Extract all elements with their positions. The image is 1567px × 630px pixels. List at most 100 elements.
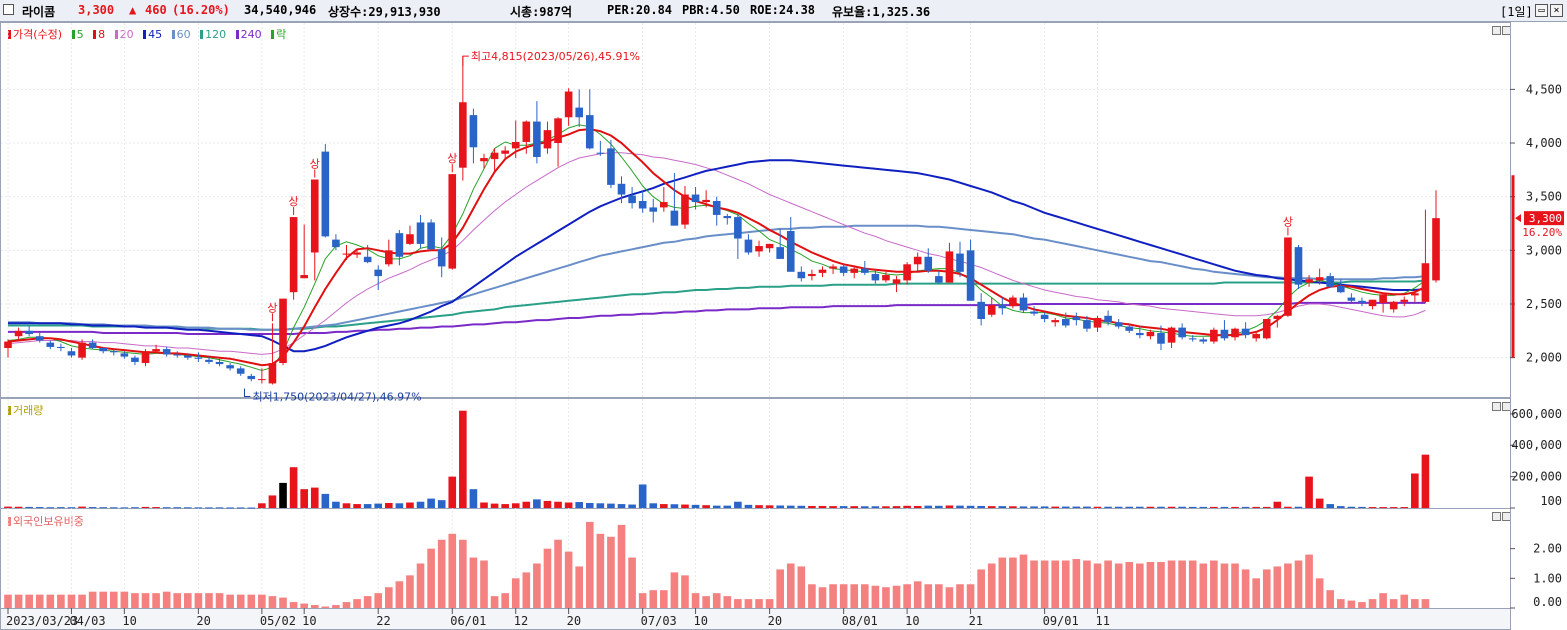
candle-body (215, 361, 224, 365)
candle-body (310, 179, 319, 253)
volume-bar (786, 505, 795, 508)
candle-body (99, 348, 108, 352)
volume-bar (924, 505, 933, 508)
high-marker (462, 55, 469, 67)
panel-menu-icon[interactable] (1492, 402, 1501, 411)
volume-bar (533, 499, 541, 508)
legend-ma20: 20 (114, 28, 134, 41)
stock-name: 라이콤 (22, 5, 56, 19)
foreign-panel-title: 외국인보유비중 (13, 515, 84, 528)
volume-bar (78, 506, 86, 508)
select-checkbox[interactable] (3, 4, 14, 15)
foreign-ratio-bar (1252, 578, 1260, 608)
legend-ma5: 5 (71, 28, 84, 41)
price-axis-label: 3,000 (1526, 243, 1562, 257)
panel-menu-icon[interactable] (1492, 512, 1501, 521)
volume-bar (1114, 506, 1123, 508)
foreign-ratio-bar (1262, 569, 1271, 608)
candle-body (194, 357, 203, 359)
volume-bar (35, 507, 44, 509)
candle-body (533, 121, 541, 157)
foreign-ratio-bar (99, 591, 108, 608)
foreign-ratio-bar (1051, 560, 1060, 608)
candle-body (786, 231, 795, 272)
volume-axis-label: 100 (1540, 494, 1562, 508)
foreign-ratio-bar (554, 539, 562, 608)
candle-body (966, 250, 975, 301)
foreign-ratio-bar (956, 584, 964, 608)
period-selector[interactable]: [1일] (1500, 5, 1533, 19)
candle-body (459, 102, 467, 168)
foreign-ratio-bar (374, 593, 383, 608)
foreign-ratio-bar (734, 599, 742, 608)
candle-body (14, 330, 23, 337)
volume-bar (585, 502, 594, 508)
volume-bar (109, 507, 118, 509)
candle-body (226, 365, 234, 369)
foreign-axis-label: 0.00 (1533, 595, 1562, 609)
candle-body (363, 256, 372, 263)
foreign-ratio-bar (247, 594, 256, 608)
volume-bar (120, 507, 129, 509)
candle-body (384, 250, 393, 265)
foreign-ratio-bar (469, 557, 478, 608)
price-axis-label: 2,000 (1526, 351, 1562, 365)
candle-body (258, 379, 266, 381)
foreign-ratio-bar (1326, 590, 1335, 608)
candle-body (1305, 279, 1313, 283)
foreign-ratio-bar (1294, 560, 1303, 608)
foreign-ratio-bar (998, 557, 1007, 608)
candle-body (585, 115, 594, 149)
foreign-ratio-bar (935, 584, 943, 608)
limit-up-label: 상 (289, 195, 299, 208)
volume-bar (511, 503, 520, 508)
volume-bar (987, 506, 996, 508)
candle-body (903, 264, 911, 281)
candle-body (808, 273, 816, 277)
candle-body (1315, 277, 1324, 281)
candle-body (1336, 285, 1345, 293)
candle-body (1083, 320, 1091, 329)
candle-body (1284, 237, 1292, 316)
foreign-ratio-bar (892, 585, 901, 608)
maximize-icon[interactable]: ▭ (1535, 4, 1548, 17)
volume-bar (1379, 507, 1387, 509)
volume-bar (162, 507, 171, 509)
volume-bar (173, 507, 182, 509)
foreign-ratio-bar (35, 594, 44, 608)
stock-header-bar: 라이콤 3,300 ▲ 460 (16.20%) 34,540,946 상장수:… (0, 0, 1567, 22)
x-axis-label: 20 (567, 614, 581, 628)
candle-body (342, 253, 351, 255)
panel-menu-icon[interactable] (1492, 26, 1501, 35)
volume-bar (638, 484, 647, 508)
volume-axis-label: 600,000 (1511, 407, 1562, 421)
foreign-ratio-bar (109, 591, 118, 608)
volume-bar (226, 507, 234, 509)
x-axis-label: 08/01 (842, 614, 878, 628)
candle-body (956, 253, 964, 272)
legend-ma120: 120 (200, 28, 226, 41)
volume-bar (501, 504, 509, 508)
legend-marker (8, 30, 11, 39)
foreign-ratio-bar (1336, 599, 1345, 608)
candle-body (1273, 315, 1282, 320)
candle-body (575, 107, 584, 118)
candle-body (839, 266, 848, 273)
pbr: PBR:4.50 (682, 3, 740, 17)
candle-body (78, 342, 86, 358)
volume-bar (194, 507, 203, 509)
candle-body (1389, 301, 1398, 310)
close-icon[interactable]: × (1550, 4, 1563, 17)
candle-body (1061, 319, 1070, 326)
foreign-ratio-bar (205, 593, 213, 608)
volume-bar (1368, 507, 1377, 509)
ma45-line (8, 159, 1426, 353)
volume-bar (522, 501, 531, 508)
candle-body (332, 239, 340, 248)
volume-bar (956, 505, 964, 508)
volume-bar (596, 503, 605, 508)
volume-bar (755, 505, 763, 508)
candle-body (57, 346, 65, 348)
candle-body (628, 195, 636, 204)
volume-bar (1199, 506, 1208, 508)
